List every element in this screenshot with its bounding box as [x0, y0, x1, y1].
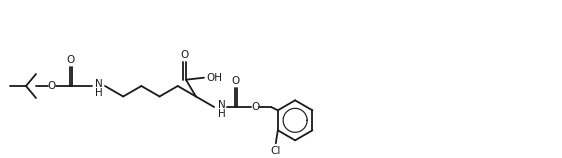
- Text: H: H: [217, 109, 225, 119]
- Text: O: O: [48, 81, 56, 91]
- Text: N: N: [96, 79, 103, 89]
- Text: OH: OH: [206, 73, 222, 83]
- Text: H: H: [96, 88, 103, 98]
- Text: N: N: [217, 100, 225, 110]
- Text: O: O: [66, 55, 75, 65]
- Text: O: O: [232, 76, 240, 86]
- Text: O: O: [251, 102, 259, 112]
- Text: Cl: Cl: [271, 146, 281, 156]
- Text: O: O: [180, 50, 189, 60]
